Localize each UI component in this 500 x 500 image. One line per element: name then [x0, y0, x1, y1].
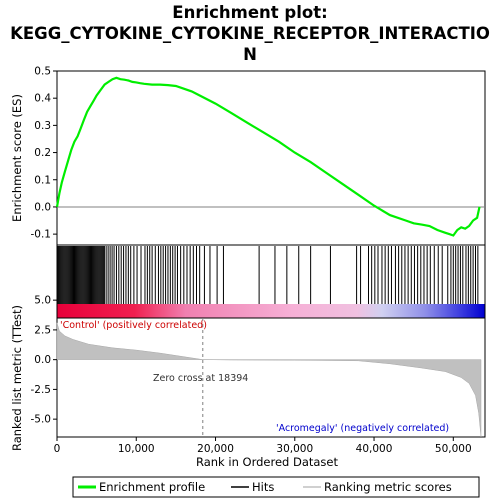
chart-title-line-1: Enrichment plot: [172, 3, 327, 22]
zero-cross-label: Zero cross at 18394 [153, 373, 248, 384]
metric-y-tick-label: 0.0 [34, 354, 51, 366]
ranked-list-color-bar [57, 304, 485, 318]
es-y-axis-label: Enrichment score (ES) [10, 94, 24, 222]
x-tick-label: 50,000 [435, 443, 472, 455]
metric-y-axis-label: Ranked list metric (TTest) [10, 305, 24, 451]
chart-title-line-2: KEGG_CYTOKINE_CYTOKINE_RECEPTOR_INTERACT… [10, 24, 490, 43]
x-tick-label: 30,000 [276, 443, 313, 455]
legend-hits-label: Hits [252, 480, 274, 494]
x-tick-label: 0 [54, 443, 61, 455]
chart-title-line-3: N [243, 45, 257, 64]
metric-y-tick-label: 5.0 [34, 295, 51, 307]
metric-y-tick-label: 2.5 [34, 324, 51, 336]
metric-y-tick-label: -5.0 [31, 414, 52, 426]
legend-enrichment-label: Enrichment profile [99, 480, 205, 494]
x-tick-label: 40,000 [356, 443, 393, 455]
es-y-tick-label: 0.2 [34, 147, 51, 159]
x-tick-label: 10,000 [118, 443, 155, 455]
es-y-tick-label: -0.1 [31, 229, 52, 241]
es-y-tick-label: 0.3 [34, 120, 51, 132]
es-y-tick-label: 0.1 [34, 174, 51, 186]
legend-box [72, 476, 480, 498]
es-panel-frame [56, 70, 486, 246]
enrichment-profile-line [55, 76, 481, 237]
ranking-metric-area [56, 322, 482, 438]
legend-metric-label: Ranking metric scores [324, 480, 452, 494]
es-y-tick-label: 0.0 [34, 201, 51, 213]
positive-correlation-label: 'Control' (positively correlated) [60, 320, 207, 331]
es-y-tick-label: 0.5 [34, 66, 51, 78]
metric-panel-frame [56, 317, 486, 438]
x-tick-label: 20,000 [197, 443, 234, 455]
metric-y-tick-label: -2.5 [31, 384, 52, 396]
es-y-tick-label: 0.4 [34, 93, 51, 105]
negative-correlation-label: 'Acromegaly' (negatively correlated) [276, 423, 449, 434]
x-axis-label: Rank in Ordered Dataset [196, 455, 339, 469]
